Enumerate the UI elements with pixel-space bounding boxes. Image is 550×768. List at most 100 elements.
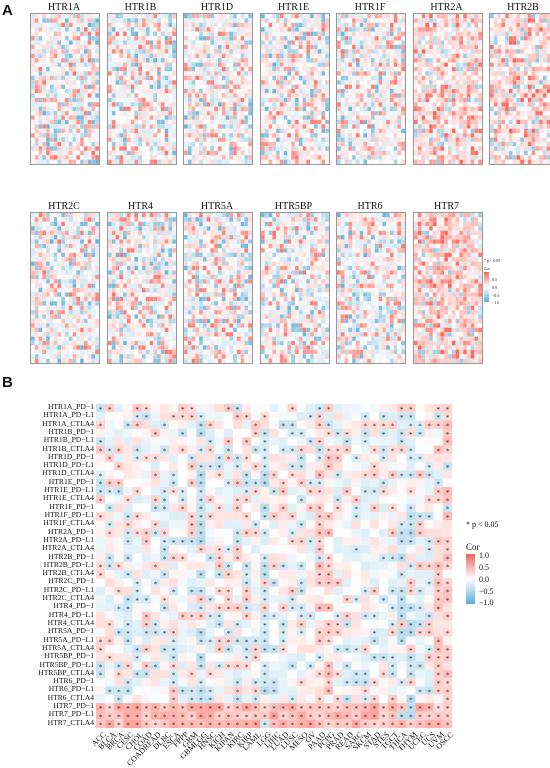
panel-a-cell xyxy=(123,98,127,102)
panel-a-cell xyxy=(91,40,95,44)
panel-a-cell xyxy=(42,27,46,31)
panel-a-cell xyxy=(65,76,69,80)
panel-a-cell xyxy=(524,115,528,119)
panel-a-cell xyxy=(61,257,65,261)
panel-a-cell xyxy=(222,93,226,97)
panel-a-cell xyxy=(54,354,58,358)
panel-a-cell xyxy=(528,89,532,93)
panel-a-cell xyxy=(474,98,478,102)
panel-a-cell xyxy=(57,49,61,53)
panel-a-cell xyxy=(261,85,265,89)
panel-a-cell xyxy=(31,270,35,274)
panel-a-cell xyxy=(76,40,80,44)
panel-a-cell xyxy=(35,98,39,102)
panel-a-cell xyxy=(241,80,245,84)
panel-a-cell xyxy=(352,151,356,155)
panel-a-cell xyxy=(54,235,58,239)
panel-a-cell xyxy=(164,27,168,31)
panel-a-cell xyxy=(425,142,429,146)
panel-a-cell xyxy=(310,98,314,102)
panel-a-cell xyxy=(394,133,398,137)
panel-a-cell xyxy=(115,129,119,133)
panel-a-cell xyxy=(50,239,54,243)
panel-a-cell xyxy=(337,27,341,31)
panel-a-cell xyxy=(69,341,73,345)
panel-a-cell xyxy=(261,67,265,71)
panel-a-cell xyxy=(432,89,436,93)
panel-a-cell xyxy=(375,58,379,62)
panel-a-cell xyxy=(310,138,314,142)
panel-a-cell xyxy=(203,124,207,128)
panel-a-cell xyxy=(157,63,161,67)
panel-a-cell xyxy=(69,54,73,58)
panel-a-cell xyxy=(295,85,299,89)
panel-a-cell xyxy=(149,217,153,221)
panel-a-cell xyxy=(337,142,341,146)
panel-a-cell xyxy=(54,120,58,124)
panel-a-cell xyxy=(54,89,58,93)
panel-a-cell xyxy=(432,23,436,27)
panel-a-cell xyxy=(164,76,168,80)
panel-a-cell xyxy=(54,76,58,80)
panel-a-cell xyxy=(65,314,69,318)
panel-a-cell xyxy=(142,93,146,97)
panel-a-cell xyxy=(35,359,39,363)
panel-a-cell xyxy=(42,297,46,301)
panel-a-cell xyxy=(222,54,226,58)
panel-a-cell xyxy=(35,115,39,119)
panel-a-cell xyxy=(524,107,528,111)
panel-a-cell xyxy=(375,142,379,146)
panel-a-cell xyxy=(341,155,345,159)
panel-a-cell xyxy=(46,284,50,288)
panel-a-cell xyxy=(237,67,241,71)
panel-a-cell xyxy=(126,80,130,84)
panel-a-cell xyxy=(95,111,99,115)
panel-a-cell xyxy=(272,98,276,102)
panel-a-cell xyxy=(466,115,470,119)
panel-a-cell xyxy=(108,226,112,230)
panel-a-cell xyxy=(172,102,176,106)
panel-a-cell xyxy=(291,155,295,159)
panel-a-cell xyxy=(237,18,241,22)
panel-a-cell xyxy=(54,319,58,323)
panel-a-cell xyxy=(95,76,99,80)
panel-a-cell xyxy=(84,235,88,239)
panel-a-cell xyxy=(375,40,379,44)
panel-a-cell xyxy=(325,160,329,164)
panel-a-cell xyxy=(528,138,532,142)
panel-a-cell xyxy=(325,129,329,133)
panel-a-cell xyxy=(348,85,352,89)
panel-a-cell xyxy=(367,111,371,115)
panel-a-cell xyxy=(268,36,272,40)
panel-a-cell xyxy=(184,67,188,71)
panel-a-cell xyxy=(111,138,115,142)
panel-a-cell xyxy=(115,23,119,27)
panel-a-cell xyxy=(134,138,138,142)
panel-a-cell xyxy=(65,54,69,58)
panel-a-cell xyxy=(84,160,88,164)
panel-a-cell xyxy=(501,14,505,18)
panel-a-cell xyxy=(448,40,452,44)
panel-a-cell xyxy=(272,76,276,80)
panel-a-cell xyxy=(73,359,77,363)
panel-a-cell xyxy=(91,213,95,217)
panel-a-cell xyxy=(222,155,226,159)
panel-a-cell xyxy=(164,45,168,49)
panel-a-subtitle: HTR4 xyxy=(109,201,173,212)
panel-a-cell xyxy=(244,63,248,67)
panel-a-cell xyxy=(356,138,360,142)
panel-a-cell xyxy=(313,155,317,159)
panel-a-cell xyxy=(88,297,92,301)
panel-a-cell xyxy=(513,18,517,22)
panel-a-cell xyxy=(91,115,95,119)
panel-a-cell xyxy=(379,115,383,119)
panel-a-cell xyxy=(516,14,520,18)
panel-a-cell xyxy=(172,98,176,102)
panel-a-cell xyxy=(95,93,99,97)
panel-a-cell xyxy=(432,115,436,119)
panel-a-cell xyxy=(91,235,95,239)
panel-a-cell xyxy=(466,18,470,22)
panel-a-cell xyxy=(401,80,405,84)
panel-a-cell xyxy=(111,76,115,80)
panel-a-cell xyxy=(31,133,35,137)
